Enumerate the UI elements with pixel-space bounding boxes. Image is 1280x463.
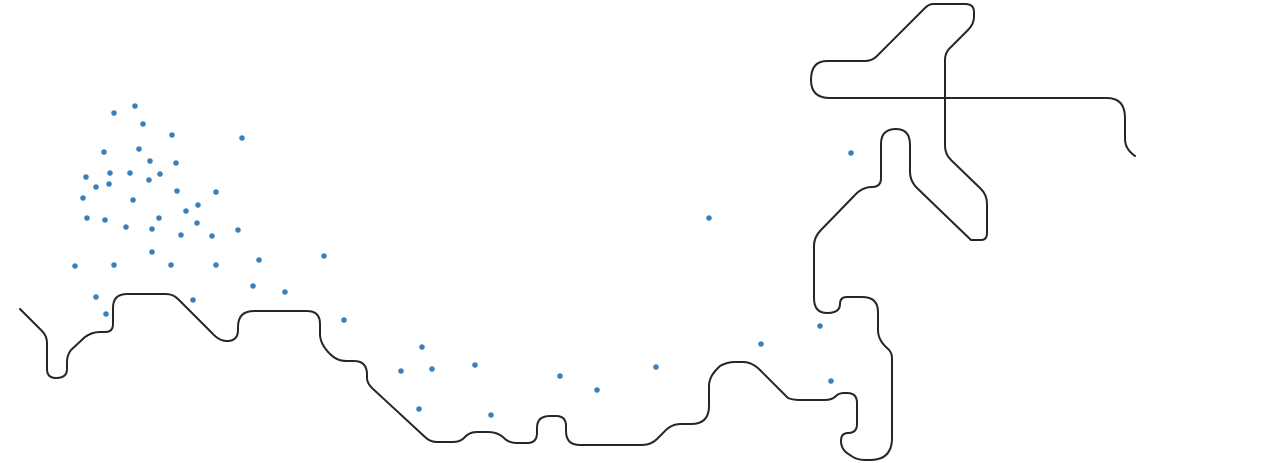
scatter-point xyxy=(653,364,659,370)
scatter-point xyxy=(168,262,174,268)
scatter-point xyxy=(848,150,854,156)
scatter-point xyxy=(321,253,327,259)
scatter-point xyxy=(190,297,196,303)
scatter-point xyxy=(758,341,764,347)
scatter-point xyxy=(419,344,425,350)
scatter-point xyxy=(127,170,133,176)
scatter-point xyxy=(101,149,107,155)
scatter-point xyxy=(107,170,113,176)
scatter-point xyxy=(213,262,219,268)
scatter-point xyxy=(472,362,478,368)
route-main xyxy=(19,3,1136,461)
scatter-point xyxy=(111,110,117,116)
scatter-point xyxy=(149,249,155,255)
scatter-point xyxy=(102,217,108,223)
scatter-point xyxy=(146,177,152,183)
scatter-point xyxy=(341,317,347,323)
scatter-point xyxy=(213,189,219,195)
scatter-point xyxy=(706,215,712,221)
scatter-point xyxy=(183,208,189,214)
scatter-point xyxy=(169,132,175,138)
scatter-point xyxy=(817,323,823,329)
scatter-point xyxy=(147,158,153,164)
scatter-point xyxy=(194,220,200,226)
scatter-point xyxy=(398,368,404,374)
scatter-point xyxy=(174,188,180,194)
scatter-point xyxy=(828,378,834,384)
scatter-point xyxy=(488,412,494,418)
scatter-point xyxy=(557,373,563,379)
scatter-point xyxy=(130,197,136,203)
scatter-point xyxy=(429,366,435,372)
scatter-point xyxy=(136,146,142,152)
scatter-point xyxy=(195,202,201,208)
scatter-point xyxy=(239,135,245,141)
scatter-point xyxy=(93,294,99,300)
scatter-point xyxy=(106,181,112,187)
scatter-point xyxy=(209,233,215,239)
scatter-point xyxy=(173,160,179,166)
scatter-point xyxy=(235,227,241,233)
scatter-point xyxy=(149,226,155,232)
scatter-point xyxy=(132,103,138,109)
scatter-point xyxy=(140,121,146,127)
scatter-point xyxy=(594,387,600,393)
scatter-point xyxy=(83,174,89,180)
scatter-point xyxy=(111,262,117,268)
scatter-point xyxy=(282,289,288,295)
scatter-point xyxy=(416,406,422,412)
scatter-point xyxy=(250,283,256,289)
scatter-point xyxy=(103,311,109,317)
scatter-point xyxy=(72,263,78,269)
scatter-point xyxy=(84,215,90,221)
scatter-point xyxy=(123,224,129,230)
scatter-point xyxy=(156,215,162,221)
scatter-point xyxy=(80,195,86,201)
scatter-point xyxy=(157,171,163,177)
scatter-point xyxy=(178,232,184,238)
scatter-point xyxy=(93,184,99,190)
scatter-point xyxy=(256,257,262,263)
